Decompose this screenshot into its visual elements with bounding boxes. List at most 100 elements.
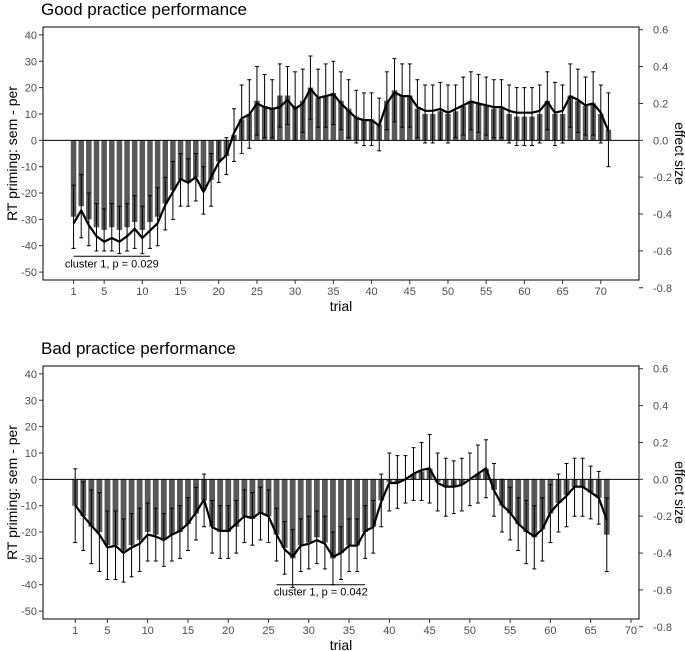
errorbar-trial-6 bbox=[109, 203, 114, 252]
x-tick-label-5: 5 bbox=[104, 625, 110, 637]
x-tick-label-40: 40 bbox=[383, 625, 395, 637]
x-tick-label-10: 10 bbox=[136, 286, 148, 298]
errorbar-trial-8 bbox=[129, 513, 134, 578]
errorbar-trial-32 bbox=[322, 515, 327, 570]
y-tick-label--10: -10 bbox=[21, 162, 37, 174]
errorbar-trial-28 bbox=[277, 63, 282, 128]
effect-size-line bbox=[74, 467, 608, 558]
errorbar-trial-57 bbox=[499, 79, 504, 139]
errorbar-trial-9 bbox=[137, 507, 142, 573]
x-tick-label-55: 55 bbox=[480, 286, 492, 298]
x-tick-label-65: 65 bbox=[556, 286, 568, 298]
y-tick-label--50: -50 bbox=[21, 267, 37, 279]
cluster-annotation: cluster 1, p = 0.029 bbox=[65, 258, 159, 270]
bar-trial-33 bbox=[330, 479, 336, 559]
y-tick-label-10: 10 bbox=[25, 109, 37, 121]
bar-trial-13 bbox=[162, 140, 169, 204]
x-tick-label-70: 70 bbox=[595, 286, 607, 298]
errorbar-trial-21 bbox=[234, 499, 239, 554]
y2-tick-label-0: -0.8 bbox=[653, 622, 672, 634]
y-tick-label-0: 0 bbox=[31, 474, 37, 486]
effect-size-line bbox=[72, 87, 610, 243]
y2-tick-label-6: 0.4 bbox=[653, 62, 668, 74]
bar-trial-11 bbox=[152, 479, 159, 535]
y-axis-label: RT priming: sem - per bbox=[4, 86, 20, 221]
errorbar-trial-10 bbox=[140, 205, 145, 255]
bar-trial-27 bbox=[281, 479, 288, 548]
errorbar-trial-48 bbox=[430, 84, 435, 144]
errorbar-trial-58 bbox=[507, 84, 512, 144]
bar-trial-5 bbox=[101, 140, 107, 230]
errorbar-trial-64 bbox=[552, 81, 557, 147]
errorbar-trial-65 bbox=[560, 84, 565, 144]
errorbar-trial-51 bbox=[453, 84, 458, 139]
bar-trial-3 bbox=[86, 140, 92, 220]
y-tick-label--20: -20 bbox=[21, 188, 37, 200]
errorbar-trial-67 bbox=[604, 497, 609, 573]
x-tick-label-30: 30 bbox=[289, 286, 301, 298]
errorbar-trial-43 bbox=[392, 58, 397, 123]
bar-trial-32 bbox=[321, 479, 328, 543]
errorbar-trial-19 bbox=[218, 505, 223, 559]
x-tick-label-15: 15 bbox=[174, 286, 186, 298]
y2-tick-label-3: -0.2 bbox=[653, 172, 672, 184]
y-tick-label--10: -10 bbox=[21, 501, 37, 513]
y-tick-label-30: 30 bbox=[25, 395, 37, 407]
bar-trial-29 bbox=[297, 479, 304, 546]
errorbar-trial-56 bbox=[491, 79, 496, 139]
y2-tick-label-4: 0.0 bbox=[653, 474, 668, 486]
x-tick-label-25: 25 bbox=[262, 625, 274, 637]
x-axis-label: trial bbox=[330, 298, 353, 314]
errorbar-trial-42 bbox=[384, 71, 389, 131]
x-tick-label-20: 20 bbox=[222, 625, 234, 637]
errorbar-trial-11 bbox=[153, 507, 158, 562]
errorbar-trial-4 bbox=[97, 492, 102, 573]
y-tick-label-20: 20 bbox=[25, 422, 37, 434]
bar-trial-12 bbox=[154, 140, 161, 217]
errorbar-trial-28 bbox=[290, 528, 295, 588]
bar-trial-7 bbox=[120, 479, 127, 551]
errorbar-trial-61 bbox=[530, 87, 535, 147]
y2-tick-label-0: -0.8 bbox=[653, 283, 672, 295]
bar-trial-26 bbox=[273, 479, 280, 535]
bar-trial-31 bbox=[313, 479, 320, 538]
errorbar-trial-35 bbox=[331, 60, 336, 126]
errorbar-trial-5 bbox=[105, 510, 110, 580]
bar-trial-13 bbox=[168, 479, 175, 535]
errorbar-trial-46 bbox=[415, 79, 420, 139]
y-tick-label--30: -30 bbox=[21, 553, 37, 565]
chart-title: Good practice performance bbox=[41, 0, 247, 19]
errorbar-trial-9 bbox=[132, 195, 137, 249]
bar-trial-9 bbox=[131, 140, 138, 223]
x-tick-label-5: 5 bbox=[101, 286, 107, 298]
x-tick-label-50: 50 bbox=[442, 286, 454, 298]
bar-trial-6 bbox=[109, 140, 115, 228]
errorbar-trial-25 bbox=[254, 66, 259, 136]
errorbar-trial-5 bbox=[102, 208, 107, 252]
x-tick-label-70: 70 bbox=[625, 625, 637, 637]
errorbar-trial-44 bbox=[419, 441, 424, 501]
errorbar-trial-62 bbox=[537, 84, 542, 144]
errorbar-trial-31 bbox=[314, 510, 319, 565]
bar-trial-12 bbox=[160, 479, 167, 540]
x-tick-label-1: 1 bbox=[71, 286, 77, 298]
x-tick-label-50: 50 bbox=[464, 625, 476, 637]
y-tick-label-30: 30 bbox=[25, 56, 37, 68]
y-tick-label--40: -40 bbox=[21, 580, 37, 592]
y2-tick-label-7: 0.6 bbox=[653, 364, 668, 376]
x-tick-label-20: 20 bbox=[213, 286, 225, 298]
bar-trial-11 bbox=[147, 140, 153, 223]
x-tick-label-25: 25 bbox=[251, 286, 263, 298]
y-tick-label-20: 20 bbox=[25, 83, 37, 95]
bar-trial-10 bbox=[139, 140, 146, 230]
y2-tick-label-7: 0.6 bbox=[653, 25, 668, 37]
errorbar-trial-10 bbox=[145, 502, 150, 562]
errorbar-trial-8 bbox=[125, 203, 130, 252]
errorbar-trial-36 bbox=[339, 71, 343, 131]
bar-trial-1 bbox=[70, 140, 77, 217]
errorbar-trial-50 bbox=[445, 84, 450, 144]
y2-tick-label-1: -0.6 bbox=[653, 585, 672, 597]
